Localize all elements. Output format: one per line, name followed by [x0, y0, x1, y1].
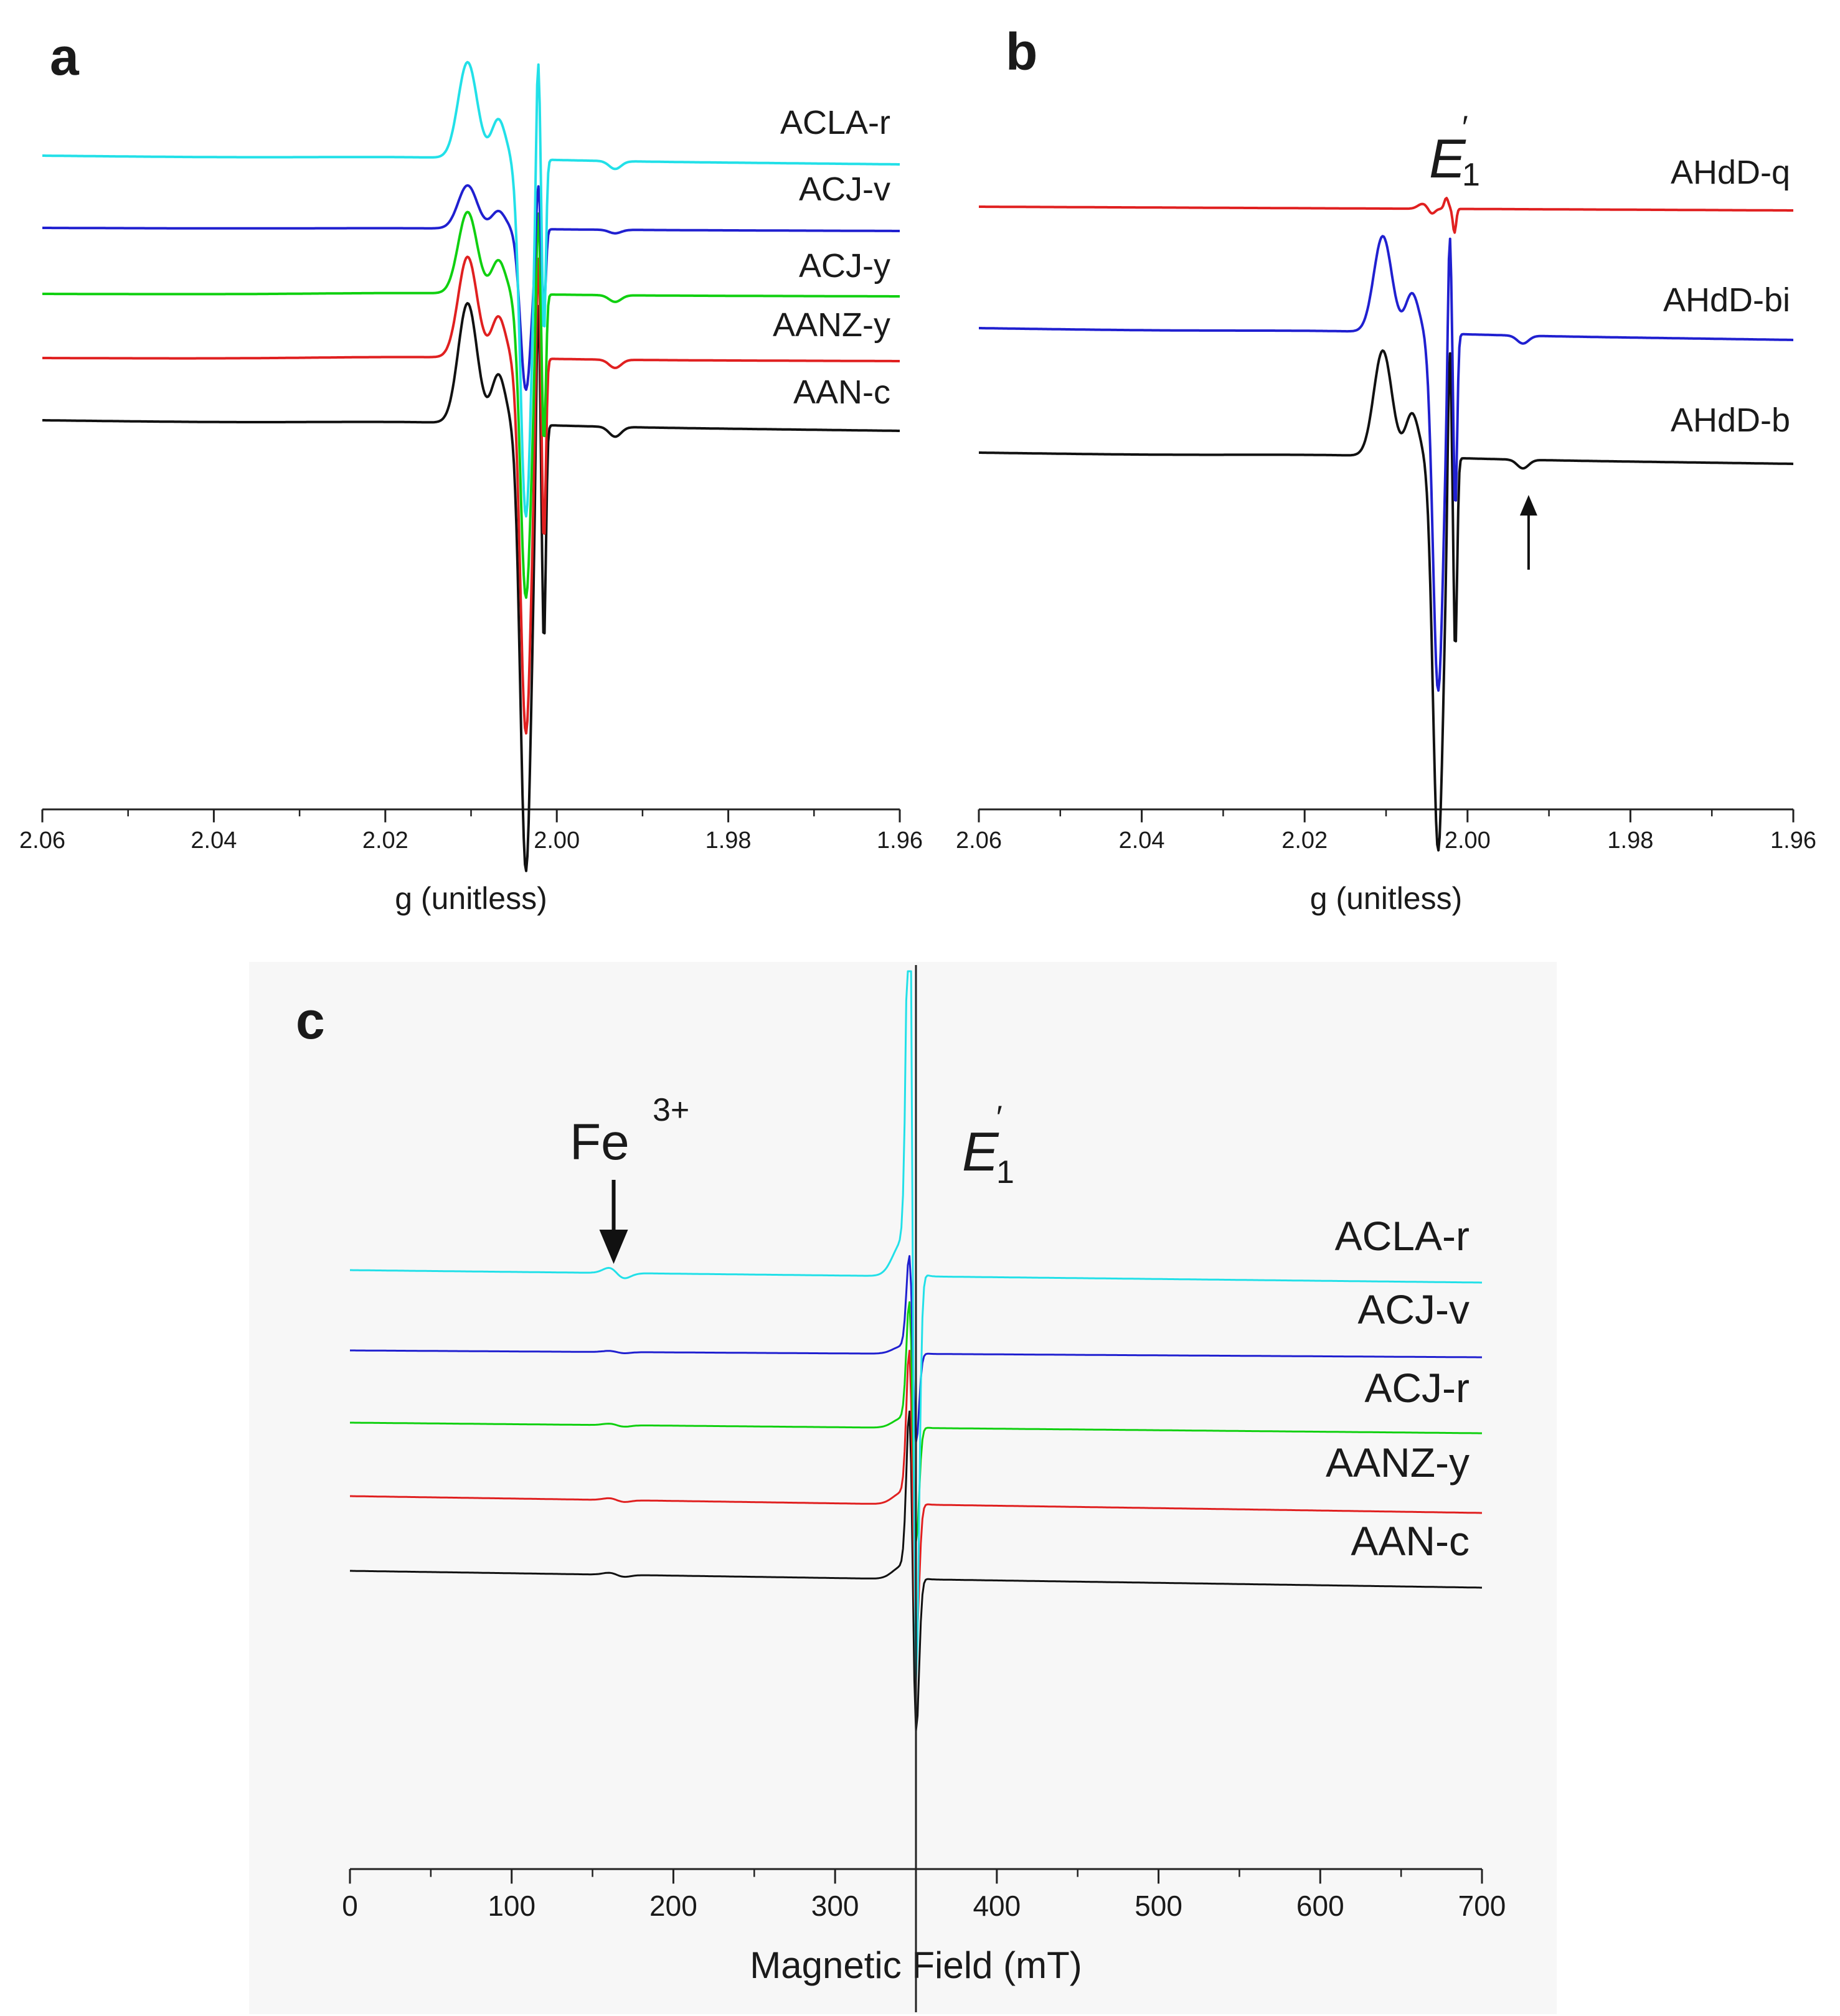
series-line-AANZ-y — [42, 255, 900, 735]
annotation-e1-symbol: E — [1429, 128, 1466, 189]
legend-label-ACLA-r: ACLA-r — [1335, 1213, 1470, 1259]
panel-c-background — [249, 962, 1557, 2014]
x-tick-label: 2.00 — [534, 827, 580, 854]
annotation-e1-sub: 1 — [996, 1154, 1014, 1190]
series-line-AHdD-bi — [978, 235, 1794, 692]
x-tick-label: 1.98 — [705, 827, 752, 854]
x-axis-title: g (unitless) — [395, 881, 547, 916]
x-tick-label: 500 — [1135, 1890, 1182, 1922]
x-tick-label: 1.96 — [877, 827, 923, 854]
x-tick-label: 2.02 — [1281, 827, 1328, 854]
x-tick-label: 2.06 — [956, 827, 1002, 854]
annotation-e1-symbol: E — [962, 1121, 999, 1182]
x-tick-label: 100 — [488, 1890, 535, 1922]
legend-label-AHdD-q: AHdD-q — [1671, 154, 1790, 191]
legend-label-ACJ-r: ACJ-r — [1364, 1365, 1470, 1411]
series-line-ACJ-v — [42, 184, 900, 391]
series-line-ACJ-y — [42, 210, 900, 599]
annotation-fe-sup: 3+ — [653, 1092, 689, 1128]
x-tick-label: 1.96 — [1770, 827, 1816, 854]
annotation-e1-prime: ′ — [1462, 110, 1468, 146]
panel-label-b: b — [1006, 22, 1037, 81]
legend-label-AHdD-bi: AHdD-bi — [1663, 281, 1790, 319]
x-tick-label: 200 — [649, 1890, 697, 1922]
series-line-AHdD-b — [978, 349, 1794, 852]
legend-label-ACLA-r: ACLA-r — [780, 104, 890, 141]
legend-label-ACJ-v: ACJ-v — [1357, 1286, 1470, 1332]
x-tick-label: 400 — [973, 1890, 1021, 1922]
panel-b: 2.06 2.04 2.02 2.00 1.98 1.96 g (unitless) AHdD… — [956, 110, 1816, 916]
panel-label-a: a — [50, 27, 80, 86]
x-tick-label: 2.04 — [1119, 827, 1165, 854]
x-tick-label: 2.00 — [1445, 827, 1491, 854]
arrow-down-head-icon — [599, 1230, 628, 1264]
annotation-e1-sub: 1 — [1462, 157, 1480, 193]
annotation-e1-prime: ′ — [996, 1100, 1003, 1136]
legend-label-AAN-c: AAN-c — [793, 374, 890, 411]
x-tick-label: 700 — [1458, 1890, 1506, 1922]
x-tick-label: 0 — [342, 1890, 358, 1922]
legend-label-AAN-c: AAN-c — [1351, 1518, 1470, 1564]
legend-label-ACJ-v: ACJ-v — [799, 171, 890, 208]
legend-label-AANZ-y: AANZ-y — [1326, 1439, 1470, 1486]
legend-label-ACJ-y: ACJ-y — [799, 247, 890, 285]
x-tick-label: 2.04 — [191, 827, 237, 854]
x-tick-label: 300 — [811, 1890, 859, 1922]
x-tick-label: 600 — [1296, 1890, 1344, 1922]
annotation-fe-text: Fe — [570, 1114, 630, 1171]
series-line-AHdD-q — [978, 197, 1794, 234]
legend-label-AANZ-y: AANZ-y — [773, 306, 890, 344]
legend-label-AHdD-b: AHdD-b — [1671, 402, 1790, 439]
arrow-up-head-icon — [1519, 495, 1537, 516]
x-tick-label: 2.02 — [362, 827, 408, 854]
x-axis-title: g (unitless) — [1310, 881, 1463, 916]
series-line-AAN-c — [42, 302, 900, 872]
x-tick-label: 1.98 — [1607, 827, 1653, 854]
panel-a: 2.06 2.04 2.02 2.00 1.98 1.96 g (unitless) AAN-… — [19, 60, 923, 916]
series-line-ACLA-r — [42, 60, 900, 518]
panel-label-c: c — [296, 991, 325, 1050]
x-tick-label: 2.06 — [19, 827, 65, 854]
